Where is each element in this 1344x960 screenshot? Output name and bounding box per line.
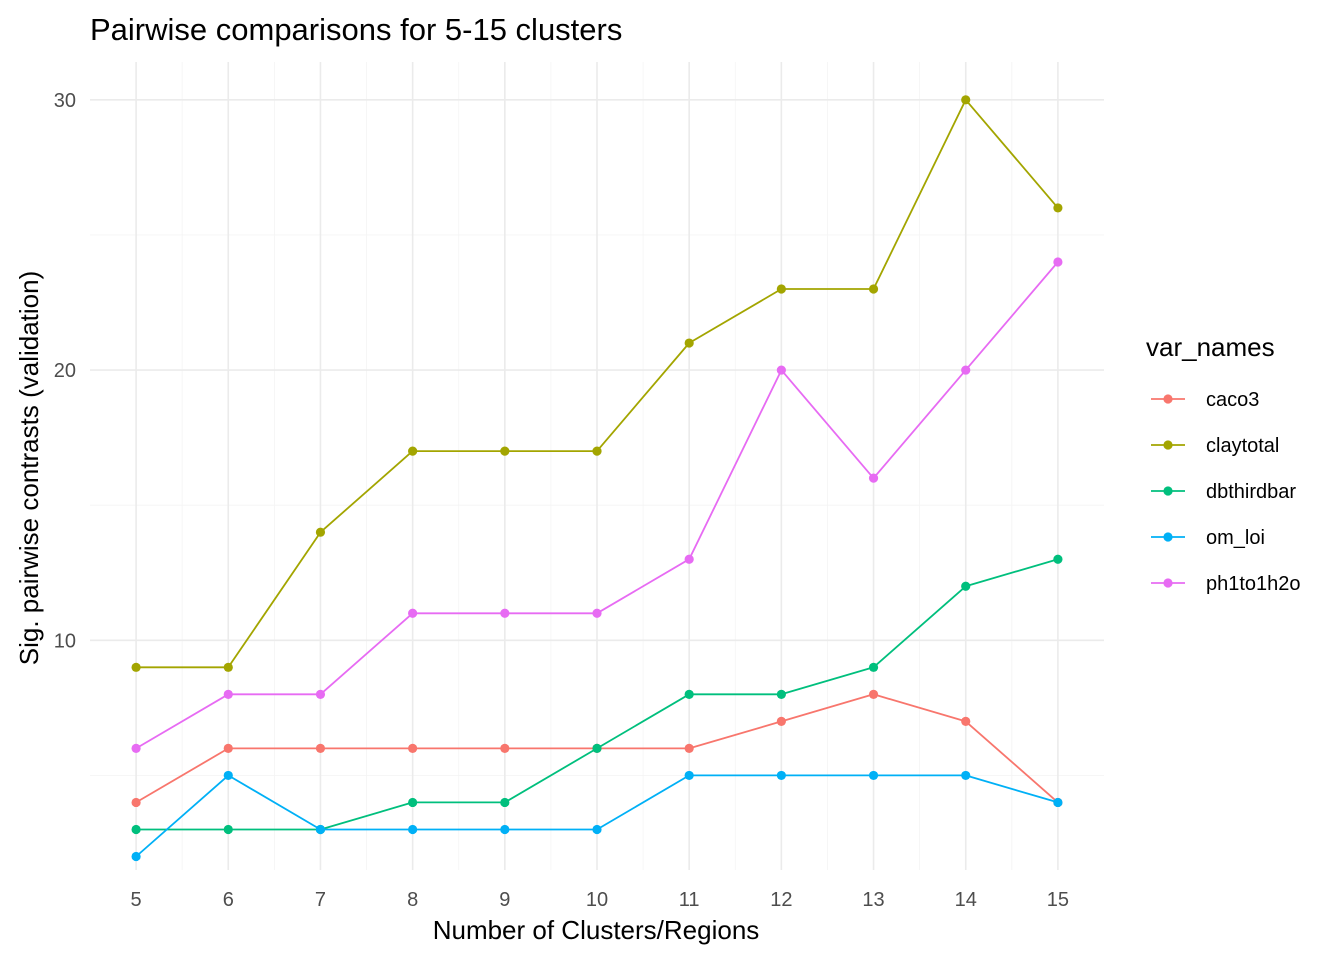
legend: var_names caco3 claytotal dbthirdbar om_loi… (1146, 332, 1301, 595)
data-point-claytotal (500, 446, 510, 456)
x-tick-label: 15 (1047, 889, 1069, 911)
data-point-claytotal (408, 446, 418, 456)
gridlines (90, 62, 1104, 870)
legend-item-dbthirdbar: dbthirdbar (1151, 481, 1296, 503)
y-tick-label: 20 (54, 360, 76, 382)
data-point-ph1to1h2o (868, 473, 879, 483)
data-point-om_loi (131, 851, 141, 862)
legend-item-caco3: caco3 (1151, 389, 1259, 411)
data-point-claytotal (868, 284, 879, 294)
data-point-dbthirdbar (1053, 554, 1063, 564)
data-point-om_loi (868, 770, 879, 781)
legend-title: var_names (1146, 332, 1275, 362)
data-point-caco3 (961, 716, 971, 726)
data-point-ph1to1h2o (408, 608, 418, 618)
x-tick-label: 12 (770, 889, 792, 911)
chart-title: Pairwise comparisons for 5-15 clusters (90, 12, 622, 47)
data-point-claytotal (684, 338, 694, 348)
legend-key-point (1163, 486, 1173, 496)
data-point-claytotal (131, 662, 141, 672)
data-point-om_loi (961, 770, 971, 781)
series-layer (131, 95, 1063, 862)
data-point-om_loi (1053, 797, 1063, 808)
legend-label: dbthirdbar (1206, 481, 1296, 503)
data-point-caco3 (776, 716, 786, 726)
data-point-caco3 (500, 743, 510, 753)
x-tick-label: 14 (955, 889, 977, 911)
data-point-ph1to1h2o (1053, 257, 1063, 267)
data-point-dbthirdbar (500, 797, 510, 808)
data-point-om_loi (776, 770, 786, 781)
legend-label: om_loi (1206, 527, 1265, 549)
series-om_loi (131, 770, 1063, 862)
x-tick-label: 13 (862, 889, 884, 911)
series-claytotal (131, 95, 1063, 672)
legend-label: claytotal (1206, 435, 1279, 457)
legend-item-claytotal: claytotal (1151, 435, 1279, 457)
legend-item-ph1to1h2o: ph1to1h2o (1151, 573, 1301, 595)
x-tick-labels: 5 6 7 8 9 10 11 12 13 14 15 (131, 889, 1070, 911)
legend-key-point (1163, 578, 1173, 588)
data-point-claytotal (315, 527, 326, 537)
x-tick-label: 6 (223, 889, 234, 911)
data-point-ph1to1h2o (315, 689, 326, 699)
data-point-dbthirdbar (961, 581, 971, 591)
x-tick-label: 9 (499, 889, 510, 911)
data-point-om_loi (500, 824, 510, 835)
data-point-claytotal (223, 662, 233, 672)
data-point-ph1to1h2o (776, 365, 786, 375)
data-point-ph1to1h2o (131, 743, 141, 753)
x-axis-title: Number of Clusters/Regions (433, 915, 760, 945)
y-tick-label: 30 (54, 90, 76, 112)
data-point-claytotal (1053, 203, 1063, 213)
data-point-claytotal (776, 284, 786, 294)
series-ph1to1h2o (131, 257, 1063, 753)
data-point-ph1to1h2o (684, 554, 694, 564)
data-point-dbthirdbar (131, 824, 141, 835)
legend-key-point (1163, 394, 1173, 404)
data-point-caco3 (223, 743, 233, 753)
data-point-dbthirdbar (776, 689, 786, 699)
x-tick-label: 11 (679, 889, 700, 911)
legend-label: caco3 (1206, 389, 1259, 411)
x-tick-label: 5 (131, 889, 142, 911)
data-point-claytotal (592, 446, 602, 456)
data-point-caco3 (684, 743, 694, 753)
legend-key-point (1163, 532, 1173, 542)
data-point-caco3 (408, 743, 418, 753)
data-point-ph1to1h2o (223, 689, 233, 699)
legend-key-point (1163, 440, 1173, 450)
y-axis-title: Sig. pairwise contrasts (validation) (14, 271, 44, 666)
data-point-dbthirdbar (684, 689, 694, 699)
data-point-caco3 (315, 743, 326, 753)
data-point-om_loi (592, 824, 602, 835)
data-point-om_loi (223, 770, 233, 781)
y-tick-label: 10 (54, 630, 76, 652)
x-tick-label: 7 (315, 889, 326, 911)
data-point-dbthirdbar (408, 797, 418, 808)
data-point-om_loi (684, 770, 694, 781)
data-point-ph1to1h2o (500, 608, 510, 618)
data-point-ph1to1h2o (961, 365, 971, 375)
data-point-dbthirdbar (223, 824, 233, 835)
x-tick-label: 8 (407, 889, 418, 911)
legend-item-om_loi: om_loi (1151, 527, 1265, 549)
data-point-dbthirdbar (592, 743, 602, 753)
data-point-om_loi (408, 824, 418, 835)
legend-label: ph1to1h2o (1206, 573, 1301, 595)
data-point-caco3 (131, 797, 141, 808)
x-tick-label: 10 (586, 889, 608, 911)
data-point-om_loi (315, 824, 326, 835)
data-point-claytotal (961, 95, 971, 105)
data-point-dbthirdbar (868, 662, 879, 672)
data-point-caco3 (868, 689, 879, 699)
data-point-ph1to1h2o (592, 608, 602, 618)
y-tick-labels: 10 20 30 (54, 90, 76, 652)
